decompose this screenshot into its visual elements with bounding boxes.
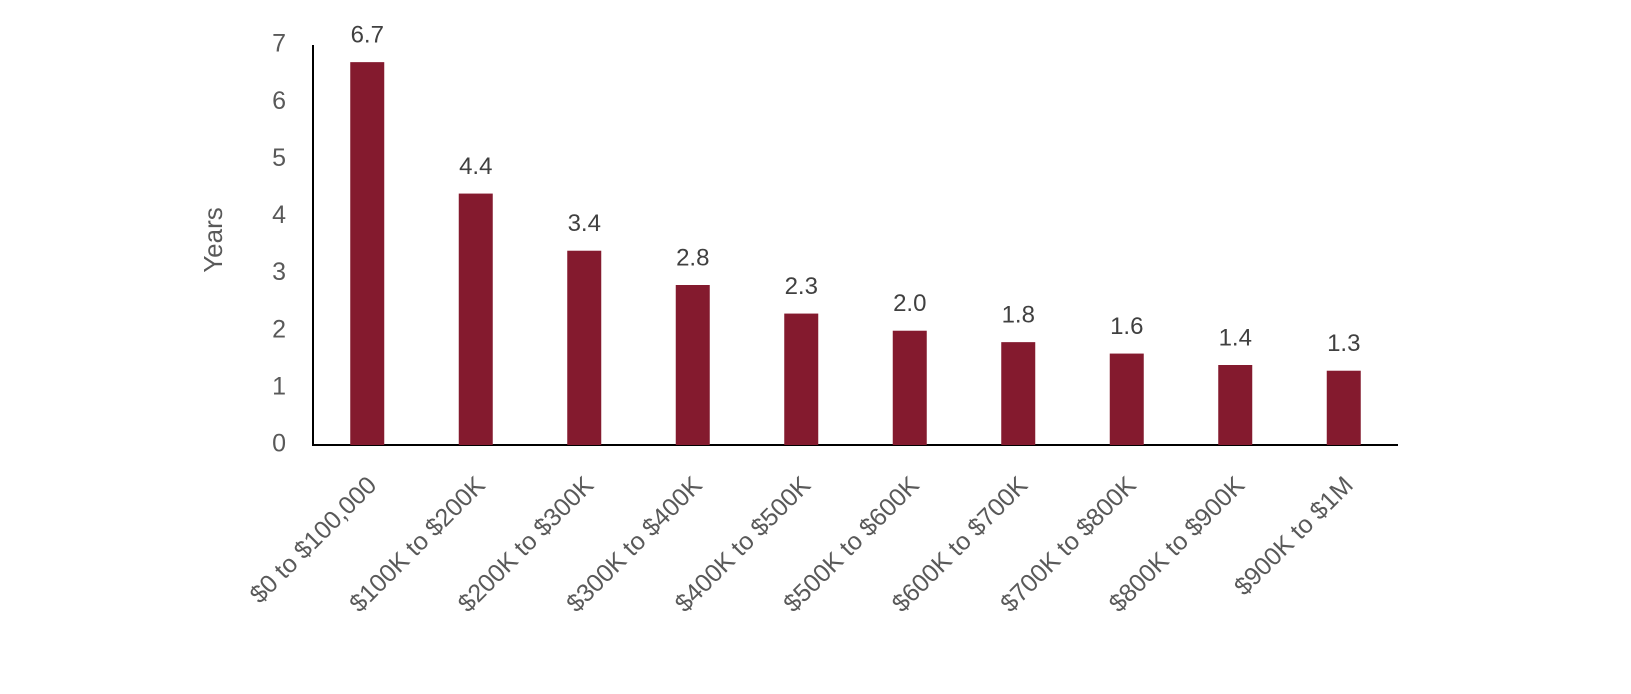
value-label: 1.6: [1110, 313, 1143, 340]
bar: [458, 193, 493, 445]
y-tick-label: 6: [272, 87, 286, 115]
value-label: 1.8: [1002, 301, 1035, 328]
bar: [1326, 370, 1361, 445]
bar: [675, 285, 710, 445]
value-label: 1.3: [1327, 330, 1360, 357]
bar: [892, 330, 927, 445]
value-label: 1.4: [1219, 324, 1252, 351]
y-tick-label: 2: [272, 315, 286, 343]
bar: [1109, 353, 1144, 445]
y-tick-label: 7: [272, 30, 286, 58]
bar: [567, 250, 602, 445]
y-tick-label: 4: [272, 201, 286, 229]
value-label: 6.7: [351, 21, 384, 48]
bar: [350, 62, 385, 446]
y-tick-label: 1: [272, 372, 286, 400]
bar: [1218, 365, 1253, 445]
bar: [1001, 342, 1036, 445]
y-tick-label: 3: [272, 258, 286, 286]
value-label: 4.4: [459, 153, 492, 180]
y-tick-label: 0: [272, 430, 286, 458]
value-label: 2.8: [676, 244, 709, 271]
y-tick-label: 5: [272, 144, 286, 172]
y-axis-label: Years: [198, 207, 228, 273]
value-label: 3.4: [568, 210, 601, 237]
value-label: 2.0: [893, 290, 926, 317]
value-label: 2.3: [785, 273, 818, 300]
bar: [784, 313, 819, 445]
